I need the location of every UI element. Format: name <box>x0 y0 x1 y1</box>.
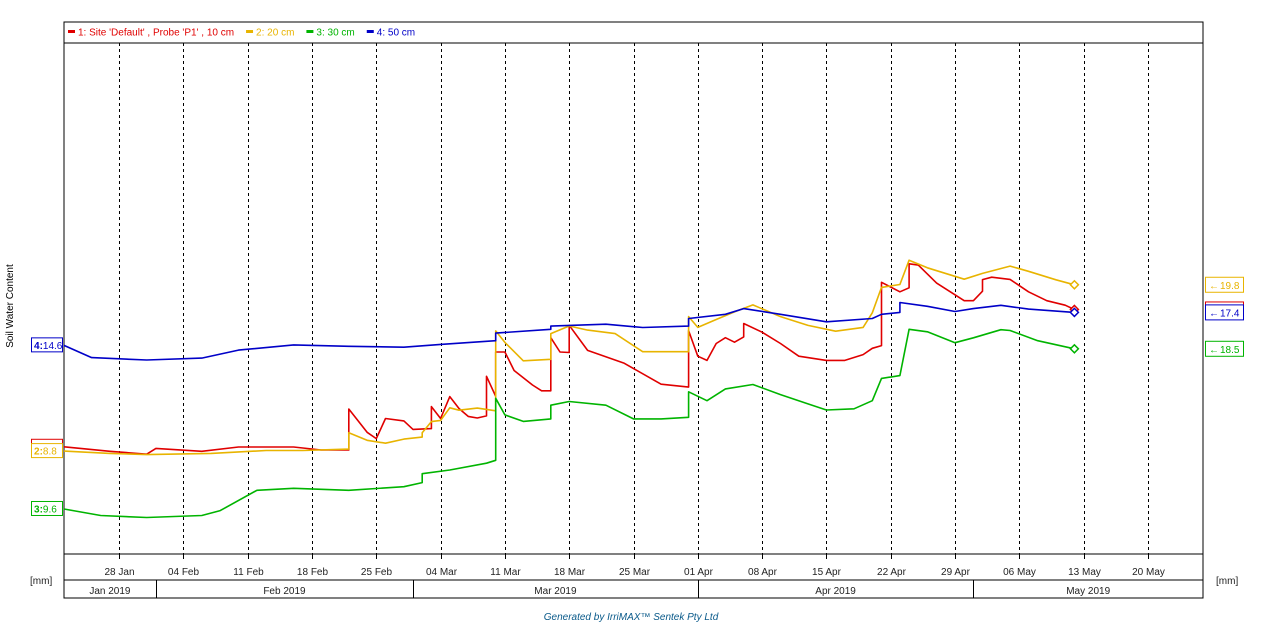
legend-swatch <box>306 30 314 33</box>
end-value-badge: ← 18.5 <box>1205 340 1244 357</box>
end-badge-arrow-icon: ← <box>1209 308 1219 319</box>
left-unit-label: [mm] <box>30 576 52 587</box>
end-value-badge: ←19.8 <box>1205 276 1244 293</box>
legend: 1: Site 'Default' , Probe 'P1' , 10 cm 2:… <box>68 28 415 39</box>
end-badge-value: 17.4 <box>1220 308 1240 319</box>
series-end-marker <box>1069 343 1080 354</box>
generated-by-footer: Generated by IrriMAX™ Sentek Pty Ltd <box>543 612 719 623</box>
end-badge-box <box>1205 304 1244 321</box>
start-badge-index: 3 <box>34 504 40 515</box>
start-badge-index: 4 <box>34 341 40 352</box>
start-badge-box <box>31 337 63 353</box>
series-line-1 <box>63 263 1075 455</box>
grid-lines <box>119 43 1149 554</box>
month-label: May 2019 <box>1066 586 1110 597</box>
start-badge-text: 2:8.8 <box>34 447 57 458</box>
month-label: Mar 2019 <box>534 586 577 597</box>
x-tick-label: 06 May <box>1003 567 1036 578</box>
x-tick-label: 25 Mar <box>619 567 651 578</box>
x-tick-label: 04 Mar <box>426 567 458 578</box>
legend-label: 2: 20 cm <box>256 28 294 39</box>
start-value-badge: 2:8.8 <box>31 443 63 459</box>
x-axis: 28 Jan 04 Feb 11 Feb 18 Feb 25 Feb 04 Mar 11 M… <box>89 554 1165 598</box>
end-value-badge: ← 17.4 <box>1205 304 1244 321</box>
x-tick-label: 15 Apr <box>812 567 842 578</box>
series-lines <box>63 259 1080 519</box>
start-badge-separator: : <box>40 447 43 458</box>
legend-label: 1: Site 'Default' , Probe 'P1' , 10 cm <box>78 28 234 39</box>
legend-item: 3: 30 cm <box>306 28 355 39</box>
plot-frame <box>63 21 1204 599</box>
right-unit-label: [mm] <box>1216 576 1238 587</box>
legend-label: 3: 30 cm <box>316 28 354 39</box>
x-tick-label: 18 Feb <box>297 567 329 578</box>
x-tick-label: 18 Mar <box>554 567 586 578</box>
legend-swatch <box>366 30 374 33</box>
start-badge-separator: : <box>40 504 43 515</box>
x-tick-label: 22 Apr <box>877 567 907 578</box>
x-tick-label: 20 May <box>1132 567 1165 578</box>
value-badges: 1:9.2←19.82:8.8←19.83:9.6←18.54:14.6←17.… <box>31 276 1244 516</box>
legend-swatch <box>246 30 254 33</box>
end-badge-arrow-icon: ← <box>1209 345 1219 356</box>
start-badge-text: 3:9.6 <box>34 504 57 515</box>
y-axis-label: Soil Water Content <box>5 264 16 348</box>
x-tick-label: 11 Feb <box>233 567 264 578</box>
series-line-3 <box>63 328 1075 519</box>
start-badge-index: 2 <box>34 447 40 458</box>
legend-item: 1: Site 'Default' , Probe 'P1' , 10 cm <box>68 28 234 39</box>
legend-swatch <box>68 30 75 33</box>
end-badge-arrow-icon: ← <box>1209 281 1219 292</box>
start-value-badge: 3:9.6 <box>31 500 63 516</box>
month-label: Feb 2019 <box>263 586 306 597</box>
end-badge-box <box>1205 340 1244 357</box>
x-tick-label: 01 Apr <box>684 567 714 578</box>
x-tick-label: 08 Apr <box>748 567 778 578</box>
x-tick-label: 29 Apr <box>941 567 971 578</box>
x-tick-label: 11 Mar <box>490 567 521 578</box>
end-badge-value: 19.8 <box>1220 281 1240 292</box>
series-line-4 <box>63 301 1075 361</box>
start-badge-value: 14.6 <box>43 341 63 352</box>
x-tick-label: 25 Feb <box>361 567 393 578</box>
end-badge-box <box>1205 276 1244 293</box>
start-badge-box <box>31 443 63 459</box>
legend-item: 2: 20 cm <box>246 28 294 39</box>
series-end-marker <box>1069 279 1080 290</box>
x-tick-label: 13 May <box>1068 567 1101 578</box>
start-badge-box <box>31 500 63 516</box>
start-badge-separator: : <box>40 341 43 352</box>
start-badge-text: 4:14.6 <box>34 341 63 352</box>
month-label: Jan 2019 <box>89 586 131 597</box>
x-tick-label: 28 Jan <box>104 567 134 578</box>
start-badge-value: 8.8 <box>43 447 57 458</box>
end-badge-value: 18.5 <box>1220 345 1240 356</box>
legend-item: 4: 50 cm <box>366 28 415 39</box>
start-value-badge: 4:14.6 <box>31 337 63 353</box>
x-tick-label: 04 Feb <box>168 567 200 578</box>
legend-label: 4: 50 cm <box>377 28 415 39</box>
series-end-marker <box>1069 307 1080 318</box>
month-label: Apr 2019 <box>815 586 856 597</box>
chart-frame <box>63 21 1204 599</box>
start-badge-value: 9.6 <box>43 504 57 515</box>
